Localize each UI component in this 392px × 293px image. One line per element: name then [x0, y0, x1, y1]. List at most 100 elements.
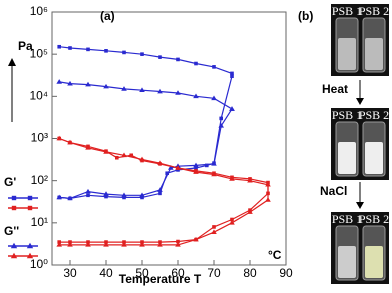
marker — [175, 165, 181, 170]
y-tick-label: 10² — [31, 173, 48, 187]
marker — [122, 195, 126, 200]
marker — [140, 52, 144, 56]
marker — [139, 87, 145, 92]
liquid — [365, 246, 383, 278]
y-tick-label: 10⁴ — [29, 89, 48, 103]
marker — [175, 242, 181, 247]
marker — [11, 205, 17, 211]
marker — [139, 156, 145, 162]
legend-label: G' — [4, 175, 16, 189]
liquid — [338, 246, 356, 278]
marker — [67, 242, 73, 247]
panel-label: (a) — [100, 9, 115, 23]
x-tick-label: 80 — [243, 266, 257, 280]
liquid — [365, 142, 383, 174]
marker — [175, 90, 181, 95]
marker — [85, 242, 91, 247]
marker — [115, 155, 119, 160]
vial-label: PSB 2 — [359, 108, 389, 122]
x-tick-label: 60 — [171, 266, 185, 280]
marker — [86, 240, 90, 244]
series-line — [59, 46, 233, 200]
marker — [68, 46, 72, 50]
marker — [194, 61, 198, 66]
marker — [121, 152, 127, 158]
marker — [158, 240, 162, 244]
marker — [212, 225, 216, 229]
marker — [176, 168, 180, 172]
marker — [158, 191, 162, 196]
marker — [85, 145, 91, 150]
marker — [139, 242, 145, 247]
marker — [229, 106, 235, 111]
liquid — [338, 142, 356, 174]
marker — [157, 88, 163, 94]
y-tick-label: 10³ — [31, 131, 48, 145]
marker — [121, 86, 127, 91]
marker — [67, 195, 73, 201]
y-tick-label: 10⁶ — [30, 4, 48, 18]
marker — [230, 71, 234, 76]
marker — [176, 239, 180, 244]
vial-label: PSB 2 — [359, 4, 389, 18]
marker — [11, 195, 17, 201]
series-line — [58, 137, 269, 246]
marker — [157, 187, 163, 192]
marker — [247, 177, 253, 183]
marker — [158, 55, 162, 59]
x-axis-label: Temperature T — [119, 272, 202, 286]
marker — [176, 57, 180, 62]
y-tick-label: 10⁰ — [30, 257, 48, 271]
marker — [140, 195, 144, 200]
unit-label: Pa — [18, 39, 33, 53]
marker — [139, 192, 145, 198]
marker — [211, 161, 217, 166]
marker — [104, 49, 108, 53]
vial-label: PSB 1 — [332, 4, 362, 18]
marker — [57, 44, 61, 49]
x-tick-label: 50 — [135, 266, 149, 280]
marker — [27, 205, 33, 211]
marker — [230, 74, 234, 79]
marker — [103, 83, 109, 89]
marker — [230, 217, 234, 222]
marker — [193, 169, 199, 174]
panel-label: (b) — [298, 9, 313, 23]
marker — [265, 181, 271, 187]
marker — [193, 93, 199, 99]
marker — [168, 165, 174, 170]
marker — [121, 192, 127, 198]
liquid — [365, 38, 383, 70]
y-tick-label: 10⁵ — [30, 46, 48, 60]
vial-label: PSB 1 — [332, 212, 362, 226]
marker — [104, 194, 108, 199]
marker — [103, 191, 109, 196]
step-label: NaCl — [320, 184, 347, 198]
vial-label: PSB 2 — [359, 212, 389, 226]
marker — [140, 240, 144, 244]
arrow-head — [8, 58, 16, 66]
marker — [122, 240, 126, 244]
marker — [56, 79, 62, 84]
marker — [157, 160, 163, 165]
marker — [165, 171, 169, 176]
marker — [205, 163, 209, 168]
marker — [219, 116, 223, 121]
vial-label: PSB 1 — [332, 108, 362, 122]
marker — [211, 95, 217, 101]
marker — [211, 229, 217, 234]
marker — [56, 242, 62, 247]
legend-label: G'' — [4, 224, 19, 238]
y-tick-label: 10¹ — [31, 215, 48, 229]
marker — [229, 176, 235, 181]
marker — [211, 171, 217, 177]
marker — [85, 188, 91, 194]
marker — [67, 80, 73, 86]
marker — [10, 242, 18, 249]
marker — [229, 220, 235, 225]
marker — [104, 240, 108, 244]
x-tick-label: 70 — [207, 266, 221, 280]
marker — [129, 153, 133, 158]
